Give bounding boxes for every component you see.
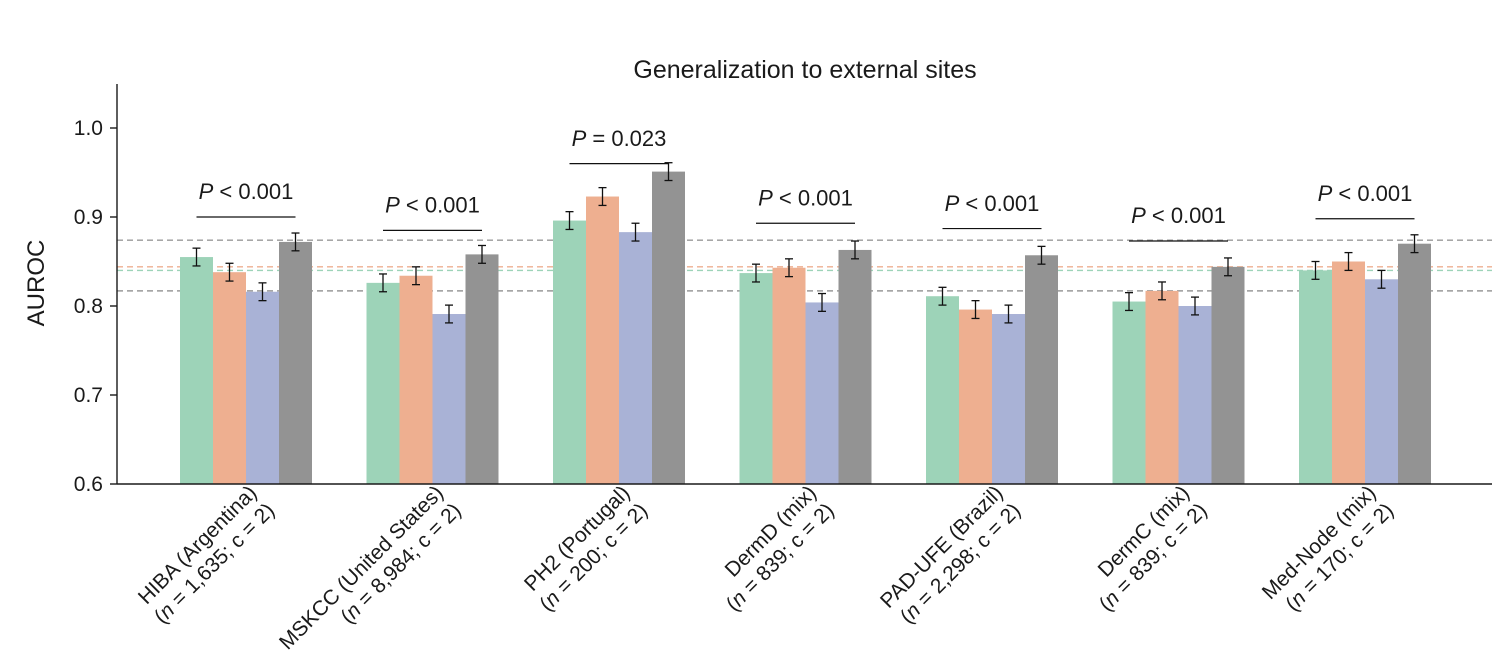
p-symbol: P xyxy=(758,185,773,210)
p-value-text: = 0.023 xyxy=(586,126,666,151)
bar-5-1 xyxy=(1145,290,1179,484)
category-labels: HIBA (Argentina)(n = 1,635; c = 2)MSKCC … xyxy=(132,481,1398,669)
p-value-label-5: P < 0.001 xyxy=(1131,203,1226,228)
p-value-text: < 0.001 xyxy=(213,179,293,204)
bars xyxy=(180,171,1431,485)
bar-6-2 xyxy=(1365,279,1398,484)
bar-1-3 xyxy=(465,254,499,484)
bar-6-1 xyxy=(1332,261,1365,484)
category-label-5: DermC (mix)(n = 839; c = 2) xyxy=(1077,481,1212,616)
category-name: MSKCC (United States) xyxy=(275,481,448,654)
bar-0-2 xyxy=(246,291,279,484)
bar-4-2 xyxy=(992,314,1025,484)
y-tick-label-1: 0.7 xyxy=(74,384,103,407)
bar-1-0 xyxy=(366,282,400,484)
p-value-text: < 0.001 xyxy=(773,185,853,210)
p-symbol: P xyxy=(1131,203,1146,228)
bar-3-0 xyxy=(739,273,773,484)
category-label-4: PAD-UFE (Brazil)(n = 2,298; c = 2) xyxy=(876,481,1025,630)
p-symbol: P xyxy=(1318,181,1333,206)
p-symbol: P xyxy=(199,179,214,204)
bar-0-3 xyxy=(279,241,312,484)
y-tick-label-4: 1.0 xyxy=(74,117,103,140)
y-axis-label: AUROC xyxy=(23,240,50,327)
category-label-0: HIBA (Argentina)(n = 1,635; c = 2) xyxy=(132,481,279,628)
bar-6-0 xyxy=(1299,270,1332,484)
y-tick-label-3: 0.9 xyxy=(74,206,103,229)
p-value-label-3: P < 0.001 xyxy=(758,185,853,210)
category-label-6: Med-Node (mix)(n = 170; c = 2) xyxy=(1258,481,1398,621)
p-value-text: < 0.001 xyxy=(1332,181,1412,206)
p-value-label-4: P < 0.001 xyxy=(945,191,1040,216)
bar-5-0 xyxy=(1112,301,1146,484)
bar-3-2 xyxy=(805,302,839,484)
p-value-label-6: P < 0.001 xyxy=(1318,181,1413,206)
bar-4-3 xyxy=(1025,255,1058,484)
bar-2-3 xyxy=(652,171,685,485)
category-label-2: PH2 (Portugal)(n = 200; c = 2) xyxy=(518,481,653,616)
error-bars xyxy=(192,162,1419,324)
p-value-label-0: P < 0.001 xyxy=(199,179,294,204)
p-symbol: P xyxy=(572,126,587,151)
bar-3-3 xyxy=(838,249,872,484)
y-tick-label-0: 0.6 xyxy=(74,473,103,496)
bar-4-0 xyxy=(926,296,959,484)
bar-4-1 xyxy=(959,309,992,484)
bar-2-1 xyxy=(586,196,619,484)
bar-5-2 xyxy=(1178,306,1212,484)
chart-title: Generalization to external sites xyxy=(633,56,976,84)
p-value-text: < 0.001 xyxy=(400,193,480,218)
bar-1-2 xyxy=(432,314,466,484)
reference-lines xyxy=(117,239,1492,292)
bar-2-2 xyxy=(619,232,652,484)
p-value-text: < 0.001 xyxy=(959,191,1039,216)
p-symbol: P xyxy=(385,193,400,218)
p-value-label-2: P = 0.023 xyxy=(572,126,667,151)
bar-1-1 xyxy=(399,275,433,484)
bar-2-0 xyxy=(553,220,586,484)
bar-6-3 xyxy=(1398,243,1431,484)
bar-3-1 xyxy=(772,267,806,484)
p-symbol: P xyxy=(945,191,960,216)
category-label-1: MSKCC (United States)(n = 8,984; c = 2) xyxy=(275,481,466,669)
bar-5-3 xyxy=(1211,266,1245,484)
category-label-3: DermD (mix)(n = 839; c = 2) xyxy=(704,481,839,616)
bar-0-1 xyxy=(213,272,246,484)
axes: 0.6 0.7 0.8 0.9 1.0 xyxy=(74,84,1492,496)
p-value-text: < 0.001 xyxy=(1146,203,1226,228)
p-value-label-1: P < 0.001 xyxy=(385,193,480,218)
y-tick-label-2: 0.8 xyxy=(74,295,103,318)
bar-0-0 xyxy=(180,257,213,484)
